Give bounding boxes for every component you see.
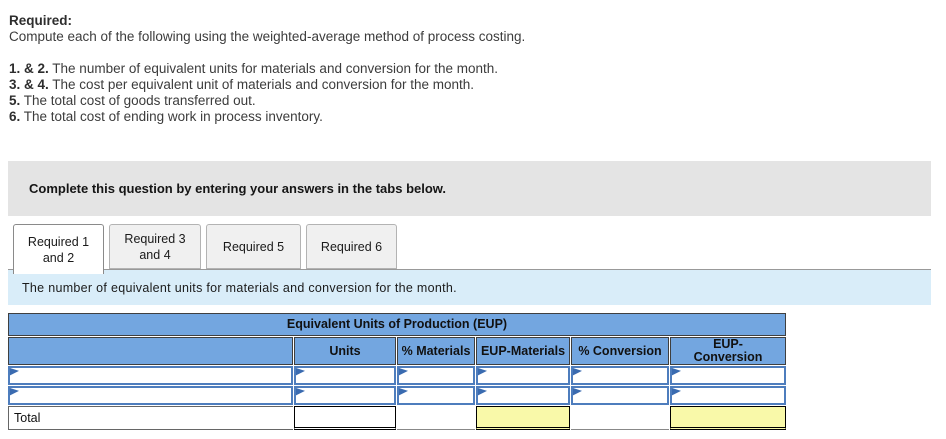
tab-required-5[interactable]: Required 5: [206, 224, 301, 269]
tab-strip: Required 1 and 2 Required 3 and 4 Requir…: [13, 224, 397, 274]
total-eup-materials-cell: [476, 406, 570, 430]
task-banner-text: The number of equivalent units for mater…: [22, 280, 457, 295]
column-header-blank: [8, 337, 293, 365]
dropdown-marker-icon: [10, 368, 19, 376]
row1-eup-conversion-input[interactable]: [670, 366, 786, 385]
dropdown-marker-icon: [399, 388, 408, 396]
tab-label-line: and 2: [42, 250, 75, 265]
total-row-label: Total: [8, 406, 293, 430]
total-pct-materials-cell: [397, 406, 475, 430]
instruction-text: Complete this question by entering your …: [29, 181, 447, 196]
dropdown-marker-icon: [672, 368, 681, 376]
row2-eup-materials-input[interactable]: [476, 386, 570, 405]
total-units-input[interactable]: [294, 406, 396, 430]
required-item-3-4: 3. & 4. The cost per equivalent unit of …: [9, 77, 525, 93]
row2-pct-conversion-input[interactable]: [571, 386, 669, 405]
total-pct-conversion-cell: [571, 406, 669, 430]
row2-eup-conversion-input[interactable]: [670, 386, 786, 405]
total-eup-conversion-cell: [670, 406, 786, 430]
column-header-pct-conversion: % Conversion: [571, 337, 669, 365]
required-item-6: 6. The total cost of ending work in proc…: [9, 109, 525, 125]
tab-required-6[interactable]: Required 6: [306, 224, 397, 269]
required-item-label: 3. & 4.: [9, 77, 49, 92]
dropdown-marker-icon: [296, 368, 305, 376]
required-item-text: The total cost of goods transferred out.: [23, 93, 256, 108]
column-header-eup-conversion: EUP-Conversion: [670, 337, 786, 365]
required-item-label: 6.: [9, 109, 21, 124]
dropdown-marker-icon: [10, 388, 19, 396]
tab-label-line: Required 5: [222, 239, 285, 254]
tab-required-3-and-4[interactable]: Required 3 and 4: [109, 224, 201, 269]
tab-label-line: and 4: [139, 247, 171, 262]
required-item-label: 1. & 2.: [9, 61, 49, 76]
required-item-5: 5. The total cost of goods transferred o…: [9, 93, 525, 109]
dropdown-marker-icon: [478, 368, 487, 376]
table-title: Equivalent Units of Production (EUP): [8, 313, 786, 336]
row2-pct-materials-input[interactable]: [397, 386, 475, 405]
row2-units-input[interactable]: [294, 386, 396, 405]
row1-label-dropdown[interactable]: [8, 366, 293, 385]
dropdown-marker-icon: [573, 388, 582, 396]
tab-required-1-and-2[interactable]: Required 1 and 2: [13, 224, 104, 274]
row1-pct-conversion-input[interactable]: [571, 366, 669, 385]
column-header-eup-materials: EUP-Materials: [476, 337, 570, 365]
dropdown-marker-icon: [296, 388, 305, 396]
tab-label-line: Required 1: [27, 234, 90, 249]
required-item-text: The cost per equivalent unit of material…: [52, 77, 475, 92]
tab-label-line: Required 6: [320, 239, 383, 254]
required-intro: Compute each of the following using the …: [9, 29, 526, 44]
required-section: Required: Compute each of the following …: [9, 13, 525, 125]
dropdown-marker-icon: [672, 388, 681, 396]
row1-units-input[interactable]: [294, 366, 396, 385]
column-header-pct-materials: % Materials: [397, 337, 475, 365]
row1-eup-materials-input[interactable]: [476, 366, 570, 385]
dropdown-marker-icon: [478, 388, 487, 396]
row1-pct-materials-input[interactable]: [397, 366, 475, 385]
task-banner: The number of equivalent units for mater…: [8, 269, 931, 305]
row2-label-dropdown[interactable]: [8, 386, 293, 405]
required-item-text: The total cost of ending work in process…: [23, 109, 323, 124]
dropdown-marker-icon: [573, 368, 582, 376]
required-title: Required:: [9, 13, 73, 28]
dropdown-marker-icon: [399, 368, 408, 376]
tab-label-line: Required 3: [124, 231, 186, 246]
column-header-units: Units: [294, 337, 396, 365]
required-item-text: The number of equivalent units for mater…: [52, 61, 499, 76]
eup-table: Equivalent Units of Production (EUP) Uni…: [8, 313, 786, 430]
required-item-1-2: 1. & 2. The number of equivalent units f…: [9, 61, 525, 77]
instruction-panel: Complete this question by entering your …: [8, 161, 931, 216]
column-header-text: EUP-Conversion: [693, 337, 763, 364]
required-item-label: 5.: [9, 93, 21, 108]
